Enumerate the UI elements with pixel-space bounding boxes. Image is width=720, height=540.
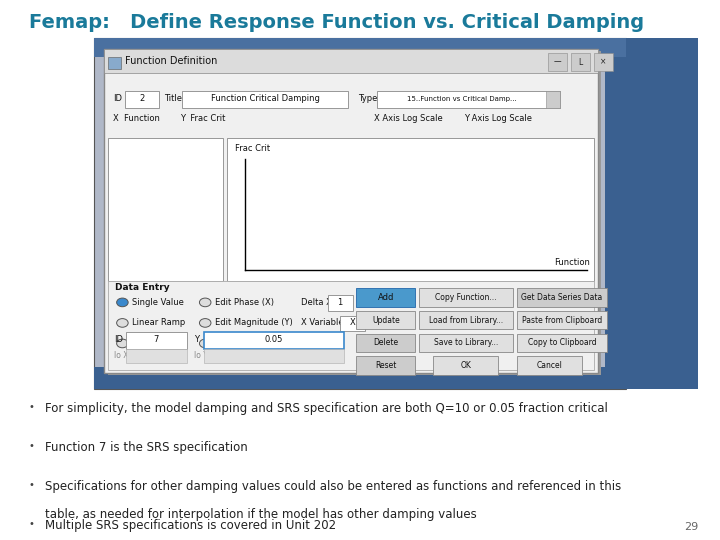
Bar xyxy=(125,91,159,108)
Bar xyxy=(517,288,607,307)
Text: •: • xyxy=(29,402,35,413)
Bar xyxy=(227,138,594,281)
Text: Add: Add xyxy=(378,293,394,302)
Bar xyxy=(419,311,513,329)
Bar xyxy=(94,38,626,389)
Bar xyxy=(108,57,121,69)
Text: Periodic: Periodic xyxy=(215,339,248,348)
Text: X  Function: X Function xyxy=(113,114,160,123)
Text: Function: Function xyxy=(554,258,590,267)
Circle shape xyxy=(117,298,128,307)
Bar xyxy=(356,334,415,352)
Text: Paste from Clipboard: Paste from Clipboard xyxy=(522,316,602,325)
Text: Function Critical Damping: Function Critical Damping xyxy=(210,94,320,103)
Circle shape xyxy=(117,319,128,327)
Text: Edit Phase (X): Edit Phase (X) xyxy=(215,298,274,307)
Text: Multiple SRS specifications is covered in Unit 202: Multiple SRS specifications is covered i… xyxy=(45,519,336,532)
Bar xyxy=(94,367,626,389)
Text: •: • xyxy=(29,441,35,451)
Text: ×: × xyxy=(600,58,606,66)
Text: Edit Magnitude (Y): Edit Magnitude (Y) xyxy=(215,319,292,327)
Bar xyxy=(605,38,698,389)
Bar xyxy=(204,332,344,349)
Text: Femap:   Define Response Function vs. Critical Damping: Femap: Define Response Function vs. Crit… xyxy=(29,14,644,32)
Text: L: L xyxy=(578,58,582,66)
Text: 1: 1 xyxy=(338,298,343,307)
Text: X: X xyxy=(350,319,355,327)
Bar xyxy=(108,138,223,281)
Text: table, as needed for interpolation if the model has other damping values: table, as needed for interpolation if th… xyxy=(45,508,477,521)
Bar xyxy=(204,349,344,363)
Text: X Variable: X Variable xyxy=(301,319,343,327)
Bar xyxy=(182,91,348,108)
Text: Data Entry: Data Entry xyxy=(115,284,170,293)
Bar xyxy=(356,288,415,307)
Text: —: — xyxy=(554,58,561,66)
Bar xyxy=(126,332,187,349)
Bar xyxy=(517,334,607,352)
Bar xyxy=(419,288,513,307)
Text: Save to Library...: Save to Library... xyxy=(433,339,498,347)
Text: •: • xyxy=(29,519,35,529)
Text: ID: ID xyxy=(113,94,122,103)
Text: Y: Y xyxy=(194,335,199,344)
Bar xyxy=(108,51,601,375)
Bar xyxy=(356,311,415,329)
Text: Title: Title xyxy=(164,94,182,103)
Text: Specifications for other damping values could also be entered as functions and r: Specifications for other damping values … xyxy=(45,480,621,493)
Bar xyxy=(94,38,626,57)
Bar xyxy=(104,49,598,373)
Text: Y  Frac Crit: Y Frac Crit xyxy=(180,114,225,123)
Text: Get Data Series Data: Get Data Series Data xyxy=(521,293,603,302)
Bar xyxy=(419,334,513,352)
Text: Update: Update xyxy=(372,316,400,325)
Text: Load from Library...: Load from Library... xyxy=(429,316,503,325)
Text: 0.05: 0.05 xyxy=(265,335,283,344)
Text: lo Y: lo Y xyxy=(194,352,208,360)
Text: OK: OK xyxy=(460,361,472,370)
Text: Frac Crit: Frac Crit xyxy=(235,144,271,153)
Text: Y Axis Log Scale: Y Axis Log Scale xyxy=(464,114,532,123)
Circle shape xyxy=(117,339,128,348)
Bar xyxy=(594,53,613,71)
Text: Type: Type xyxy=(358,94,377,103)
Text: Function 7 is the SRS specification: Function 7 is the SRS specification xyxy=(45,441,248,454)
Bar xyxy=(108,281,594,370)
Circle shape xyxy=(199,319,211,327)
Bar xyxy=(546,91,560,108)
Text: X Axis Log Scale: X Axis Log Scale xyxy=(374,114,443,123)
Text: Copy to Clipboard: Copy to Clipboard xyxy=(528,339,596,347)
Bar xyxy=(517,356,582,375)
Bar xyxy=(340,316,365,331)
Text: •: • xyxy=(29,480,35,490)
Circle shape xyxy=(199,339,211,348)
Bar xyxy=(356,356,415,375)
Text: 29: 29 xyxy=(684,522,698,532)
Text: Reset: Reset xyxy=(375,361,397,370)
Text: 15..Function vs Critical Damp...: 15..Function vs Critical Damp... xyxy=(407,96,516,102)
Text: Single Value: Single Value xyxy=(132,298,184,307)
Text: For simplicity, the model damping and SRS specification are both Q=10 or 0.05 fr: For simplicity, the model damping and SR… xyxy=(45,402,608,415)
Bar xyxy=(517,311,607,329)
Bar xyxy=(377,91,560,108)
Text: Delta X: Delta X xyxy=(301,298,332,307)
Text: ID: ID xyxy=(114,335,122,344)
Bar xyxy=(433,356,498,375)
Text: 7: 7 xyxy=(153,335,159,344)
Text: Copy Function...: Copy Function... xyxy=(435,293,497,302)
Text: Linear Ramp: Linear Ramp xyxy=(132,319,185,327)
Text: lo X: lo X xyxy=(114,352,128,360)
Text: Delete: Delete xyxy=(374,339,398,347)
Bar xyxy=(328,295,353,310)
Text: Function Definition: Function Definition xyxy=(125,56,217,66)
Text: Cancel: Cancel xyxy=(536,361,562,370)
Bar xyxy=(104,49,598,73)
Bar xyxy=(126,349,187,363)
Circle shape xyxy=(199,298,211,307)
Bar xyxy=(571,53,590,71)
Bar xyxy=(548,53,567,71)
Text: Function: Function xyxy=(132,339,168,348)
Text: 2: 2 xyxy=(139,94,145,103)
